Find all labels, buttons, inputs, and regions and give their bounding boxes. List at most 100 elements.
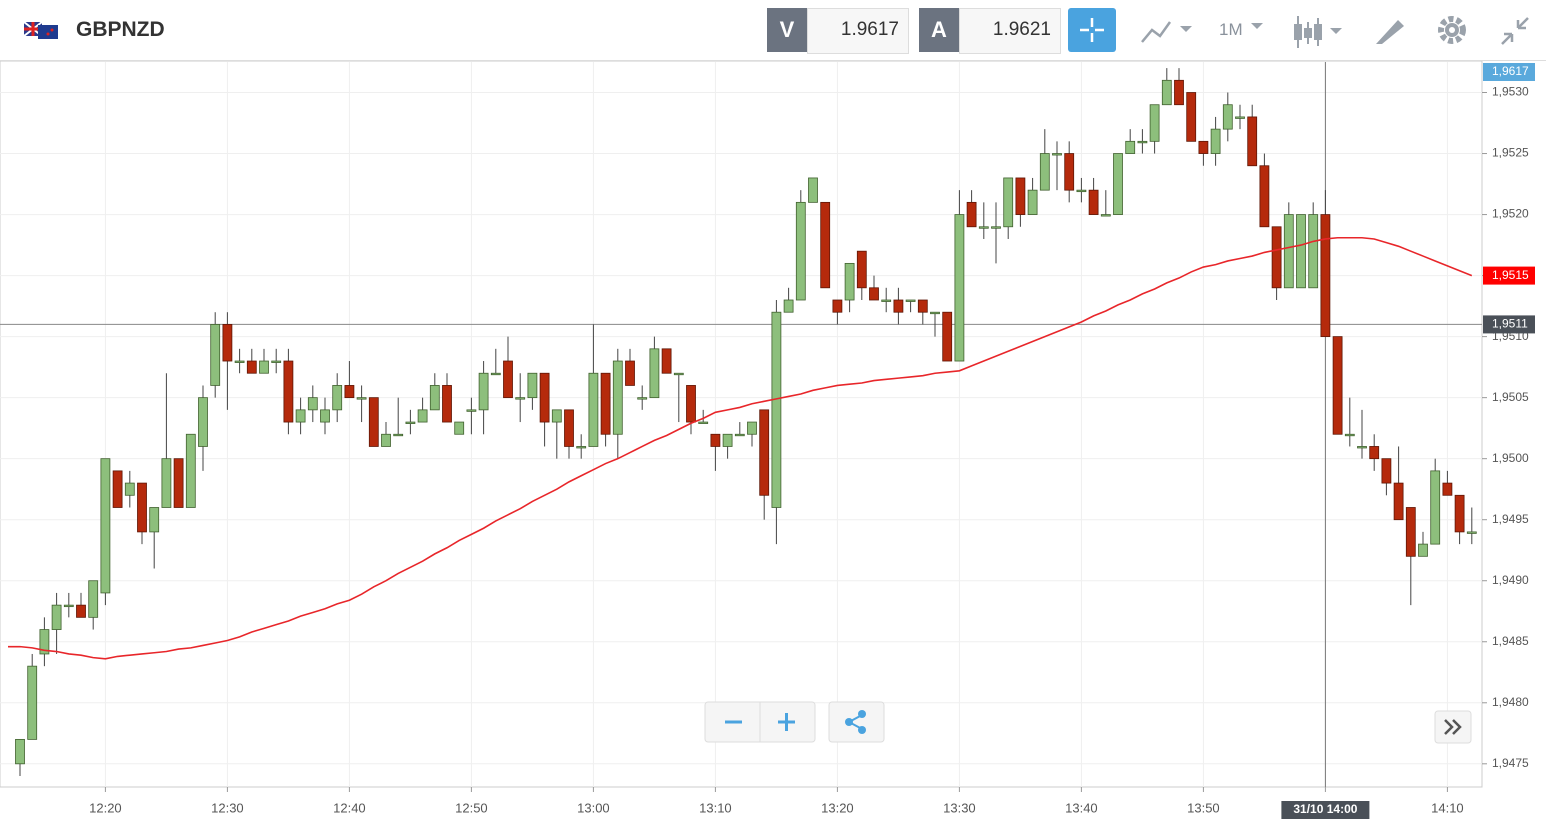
- price-marker-label: 1,9617: [1492, 64, 1529, 78]
- candle-body: [295, 409, 306, 423]
- draw-button[interactable]: [1372, 14, 1406, 48]
- x-tick-label: 12:40: [333, 800, 366, 815]
- candle-body: [1381, 458, 1392, 484]
- candle-body: [1149, 104, 1160, 142]
- candle-body: [381, 433, 391, 447]
- candle-body: [417, 409, 428, 423]
- candle-body: [649, 348, 660, 399]
- candle-body: [869, 287, 879, 301]
- x-tick-label: 14:10: [1431, 800, 1464, 815]
- candle-body: [698, 421, 709, 424]
- candle-body: [576, 446, 587, 449]
- candle-body: [283, 360, 294, 423]
- candle-body: [1405, 507, 1416, 557]
- scroll-right-button[interactable]: [1434, 710, 1472, 744]
- candle-body: [393, 433, 404, 437]
- candle-body: [88, 580, 99, 618]
- candle-body: [39, 629, 50, 655]
- candle-body: [1039, 153, 1050, 191]
- candle-body: [405, 421, 416, 424]
- candle-body: [100, 458, 111, 594]
- candle-body: [1369, 446, 1380, 460]
- x-tick-label: 13:20: [821, 800, 854, 815]
- candle-body: [917, 299, 928, 313]
- candle-body: [722, 433, 733, 447]
- candle-body: [1052, 153, 1062, 156]
- candle-body: [1357, 446, 1367, 449]
- x-tick-label: 12:50: [455, 800, 488, 815]
- candle-body: [747, 421, 757, 435]
- candle-body: [991, 226, 1001, 229]
- x-tick-label: 12:30: [211, 800, 244, 815]
- candle-body: [161, 458, 172, 508]
- timeframe[interactable]: 1M: [1219, 20, 1243, 39]
- candle-body: [881, 299, 892, 302]
- candle-body: [1393, 482, 1404, 521]
- ma-marker: [1483, 266, 1535, 285]
- y-tick-label: 1,9490: [1492, 573, 1529, 587]
- candle-body: [1100, 214, 1111, 217]
- candle-body: [112, 470, 123, 508]
- crosshair-button[interactable]: [1068, 8, 1116, 52]
- candle-body: [1210, 128, 1221, 154]
- fullscreen-button[interactable]: [1498, 14, 1532, 48]
- x-tick-label: 13:00: [577, 800, 610, 815]
- bid-label[interactable]: V: [767, 8, 807, 52]
- candle-body: [307, 397, 318, 411]
- candle-body: [185, 433, 196, 508]
- candle-body: [844, 262, 855, 301]
- y-tick-label: 1,9475: [1492, 756, 1529, 770]
- ma-marker-label: 1,9515: [1492, 268, 1529, 282]
- candle-body: [661, 348, 672, 374]
- candle-body: [905, 299, 916, 302]
- candle-body: [1308, 214, 1319, 289]
- candle-body: [710, 433, 721, 447]
- candle-body: [1430, 470, 1441, 545]
- chart: 1,9475 1,9480 1,9485 1,9490 1,9495 1,9500 1,95…: [0, 61, 1535, 819]
- candle-body: [1161, 79, 1172, 106]
- candle-body: [588, 372, 599, 447]
- candle-body: [173, 458, 184, 508]
- y-tick-label: 1,9495: [1492, 512, 1529, 526]
- candle-body: [1027, 189, 1038, 215]
- candle-body: [930, 311, 940, 315]
- candle-body: [1113, 153, 1123, 215]
- candle-body: [673, 372, 684, 376]
- candle-body: [222, 324, 233, 362]
- candle-body: [1088, 189, 1099, 215]
- candle-body: [442, 385, 452, 423]
- chart-type-button[interactable]: [1140, 14, 1200, 48]
- candle-body: [954, 214, 965, 362]
- timeframe-arrow: [1251, 23, 1263, 29]
- y-tick-label: 1,9505: [1492, 390, 1529, 404]
- candle-body: [1198, 140, 1209, 154]
- candle-body: [1186, 92, 1197, 142]
- candle-body: [515, 397, 526, 400]
- settings-button[interactable]: [1436, 14, 1468, 46]
- candle-body: [893, 299, 904, 313]
- candle-body: [1442, 482, 1453, 496]
- candle-body: [1259, 165, 1270, 228]
- y-tick-label: 1,9520: [1492, 207, 1529, 221]
- candle-type-button[interactable]: [1290, 12, 1350, 52]
- bid-price: 1.9617: [840, 19, 899, 40]
- candle-body: [332, 385, 343, 411]
- zoom-in[interactable]: [778, 713, 795, 731]
- candle-body: [234, 360, 245, 363]
- candle-body: [124, 482, 135, 496]
- ask-box[interactable]: [959, 8, 1061, 54]
- candle-body: [808, 177, 818, 203]
- ask-price: 1.9621: [992, 19, 1051, 40]
- y-tick-label: 1,9485: [1492, 634, 1529, 648]
- candle-body: [686, 385, 696, 423]
- candle-body: [1003, 177, 1014, 228]
- candle-body: [1271, 226, 1282, 289]
- symbol: GBPNZD: [76, 18, 165, 41]
- ask-label[interactable]: A: [919, 8, 959, 52]
- candle-body: [625, 360, 635, 386]
- candle-body: [27, 665, 38, 740]
- bid-box[interactable]: [807, 8, 909, 54]
- share-button[interactable]: [828, 701, 885, 743]
- y-tick-label: 1,9480: [1492, 695, 1529, 709]
